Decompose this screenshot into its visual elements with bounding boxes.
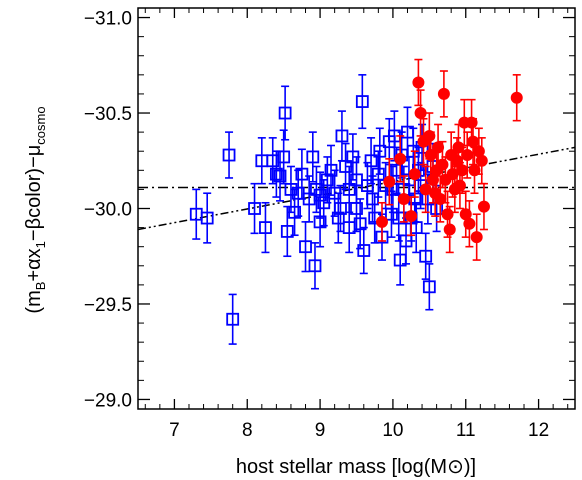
x-axis: 7 8 9 10 11 12 bbox=[144, 8, 569, 441]
data-point bbox=[320, 173, 334, 187]
data-point bbox=[470, 231, 483, 244]
data-point bbox=[273, 169, 287, 183]
data-point bbox=[259, 221, 272, 234]
data-point bbox=[477, 200, 490, 213]
data-point bbox=[383, 175, 396, 188]
data-point bbox=[299, 240, 312, 254]
x-axis-title: host stellar mass [log(M⊙)] bbox=[236, 456, 476, 478]
data-point bbox=[357, 244, 371, 257]
series-blue bbox=[189, 74, 444, 345]
x-tick-label: 9 bbox=[315, 420, 326, 441]
data-point bbox=[441, 208, 454, 221]
data-point bbox=[456, 164, 469, 177]
data-point bbox=[371, 167, 385, 181]
data-point bbox=[408, 168, 421, 181]
x-tick-label: 8 bbox=[242, 420, 253, 441]
y-axis-title: (mB+αx1−βcolor)−μcosmo bbox=[23, 106, 48, 313]
data-point bbox=[467, 135, 480, 148]
data-point bbox=[364, 154, 378, 168]
data-point bbox=[405, 210, 418, 223]
data-point bbox=[465, 116, 478, 129]
data-point bbox=[334, 202, 347, 215]
data-point bbox=[355, 95, 369, 108]
data-point bbox=[269, 167, 283, 181]
data-point bbox=[353, 217, 367, 231]
data-point bbox=[226, 312, 240, 326]
data-point bbox=[331, 211, 345, 225]
data-point bbox=[468, 164, 481, 177]
data-point bbox=[397, 192, 410, 205]
data-point bbox=[423, 129, 436, 142]
data-point bbox=[424, 149, 437, 162]
y-tick-label: −29.5 bbox=[84, 295, 132, 316]
data-point bbox=[288, 205, 301, 219]
x-tick-label: 7 bbox=[169, 420, 180, 441]
data-point bbox=[313, 215, 327, 229]
data-point bbox=[335, 129, 349, 143]
data-point bbox=[475, 154, 488, 167]
y-axis: −29.0 −29.5 −30.0 −30.5 −31.0 bbox=[84, 9, 575, 411]
data-point bbox=[200, 211, 214, 225]
x-tick-label: 11 bbox=[456, 420, 476, 441]
data-point bbox=[280, 225, 294, 238]
y-tick-label: −30.5 bbox=[84, 104, 132, 125]
data-point bbox=[446, 168, 459, 181]
data-point bbox=[222, 148, 236, 162]
data-point bbox=[278, 106, 292, 120]
data-point bbox=[414, 107, 427, 120]
data-point bbox=[453, 179, 466, 192]
data-point bbox=[277, 150, 291, 164]
y-tick-label: −29.0 bbox=[84, 390, 132, 411]
data-point bbox=[419, 249, 433, 263]
x-tick-label: 12 bbox=[528, 420, 549, 441]
data-point bbox=[461, 149, 474, 162]
data-point bbox=[437, 87, 450, 100]
data-point bbox=[385, 207, 398, 221]
data-point bbox=[306, 150, 320, 164]
y-tick-label: −31.0 bbox=[84, 9, 132, 30]
data-point bbox=[434, 192, 447, 205]
data-point bbox=[436, 158, 449, 171]
data-point bbox=[373, 144, 387, 158]
data-point bbox=[394, 152, 407, 165]
y-tick-label: −30.0 bbox=[84, 200, 132, 221]
data-point bbox=[463, 217, 476, 230]
series-red bbox=[375, 58, 523, 261]
data-point bbox=[308, 259, 322, 273]
data-point bbox=[419, 183, 432, 196]
data-point bbox=[295, 167, 309, 181]
data-point bbox=[375, 215, 388, 228]
data-point bbox=[248, 202, 261, 215]
x-tick-label: 10 bbox=[382, 420, 403, 441]
data-point bbox=[432, 141, 445, 154]
data-point bbox=[443, 223, 456, 236]
data-point bbox=[422, 280, 436, 294]
data-point bbox=[412, 76, 425, 89]
data-point bbox=[510, 91, 523, 104]
data-point bbox=[342, 183, 356, 196]
